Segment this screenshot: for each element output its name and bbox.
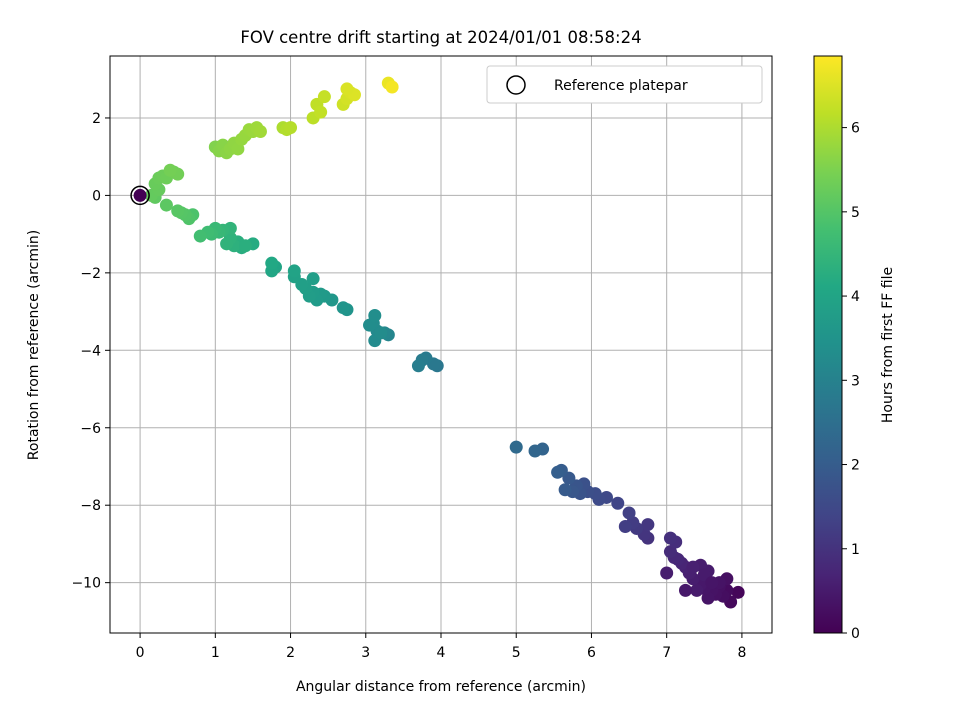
y-tick-label: −10 bbox=[71, 576, 101, 592]
data-point bbox=[336, 301, 350, 315]
y-tick-label: 0 bbox=[92, 188, 101, 204]
data-point bbox=[317, 90, 331, 104]
data-point bbox=[374, 326, 388, 340]
x-tick-label: 8 bbox=[737, 645, 746, 661]
data-point bbox=[551, 465, 565, 479]
x-tick-label: 1 bbox=[211, 645, 220, 661]
x-axis-label: Angular distance from reference (arcmin) bbox=[296, 679, 586, 695]
colorbar-tick-label: 1 bbox=[851, 542, 860, 558]
data-point bbox=[253, 125, 267, 139]
x-tick-label: 3 bbox=[361, 645, 370, 661]
colorbar-tick-label: 6 bbox=[851, 121, 860, 137]
data-points bbox=[144, 76, 745, 609]
legend-box bbox=[486, 65, 763, 104]
data-point bbox=[265, 256, 279, 270]
data-point bbox=[622, 506, 636, 520]
x-tick-label: 7 bbox=[662, 645, 671, 661]
data-point bbox=[528, 444, 542, 458]
data-point bbox=[663, 545, 677, 559]
reference-point-fill bbox=[133, 188, 147, 202]
x-tick-label: 5 bbox=[512, 645, 521, 661]
data-point bbox=[686, 560, 700, 574]
data-point bbox=[641, 518, 655, 532]
data-point bbox=[618, 520, 632, 534]
data-point bbox=[690, 583, 704, 597]
data-point bbox=[238, 239, 252, 253]
data-point bbox=[159, 198, 173, 212]
data-point bbox=[368, 308, 382, 322]
data-point bbox=[171, 204, 185, 218]
colorbar-label: Hours from first FF file bbox=[880, 267, 896, 423]
data-point bbox=[163, 163, 177, 177]
data-point bbox=[306, 272, 320, 286]
x-tick-label: 0 bbox=[136, 645, 145, 661]
colorbar-tick-label: 4 bbox=[851, 289, 860, 305]
data-point bbox=[509, 440, 523, 454]
colorbar: 0 1 2 3 4 5 6 Hours from first FF file bbox=[813, 55, 896, 642]
data-point bbox=[678, 583, 692, 597]
x-tick-label: 4 bbox=[437, 645, 446, 661]
data-point bbox=[660, 566, 674, 580]
legend-marker-icon bbox=[506, 75, 526, 95]
data-point bbox=[220, 237, 234, 251]
chart-title: FOV centre drift starting at 2024/01/01 … bbox=[240, 28, 641, 47]
y-tick-label: −4 bbox=[80, 343, 101, 359]
y-tick-label: 2 bbox=[92, 111, 101, 127]
data-point bbox=[193, 229, 207, 243]
data-point bbox=[705, 576, 719, 590]
colorbar-tick-label: 0 bbox=[851, 626, 860, 642]
data-point bbox=[284, 121, 298, 135]
data-point bbox=[731, 585, 745, 599]
colorbar-tick-label: 3 bbox=[851, 373, 860, 389]
data-point bbox=[558, 483, 572, 497]
data-point bbox=[363, 318, 377, 332]
colorbar-gradient bbox=[813, 55, 843, 634]
legend-entry-reference: Reference platepar bbox=[554, 78, 688, 94]
y-axis-ticks: −10 −8 −6 −4 −2 0 2 bbox=[71, 111, 110, 592]
grid bbox=[110, 56, 772, 633]
x-tick-label: 2 bbox=[286, 645, 295, 661]
data-point bbox=[411, 359, 425, 373]
colorbar-tick-label: 2 bbox=[851, 458, 860, 474]
reference-marker bbox=[130, 185, 150, 206]
y-tick-label: −2 bbox=[80, 266, 101, 282]
y-tick-label: −8 bbox=[80, 498, 101, 514]
data-point bbox=[340, 82, 354, 96]
x-axis-ticks: 0 1 2 3 4 5 6 7 8 bbox=[136, 633, 746, 661]
y-axis-label: Rotation from reference (arcmin) bbox=[26, 230, 42, 460]
colorbar-ticks: 0 1 2 3 4 5 6 bbox=[842, 121, 860, 642]
x-tick-label: 6 bbox=[587, 645, 596, 661]
data-point bbox=[611, 496, 625, 510]
data-point bbox=[314, 105, 328, 119]
legend: Reference platepar bbox=[486, 65, 763, 104]
reference-point-ring bbox=[130, 185, 150, 206]
data-point bbox=[385, 80, 399, 94]
data-point bbox=[287, 264, 301, 278]
data-point bbox=[663, 531, 677, 545]
y-tick-label: −6 bbox=[80, 421, 101, 437]
colorbar-tick-label: 5 bbox=[851, 205, 860, 221]
